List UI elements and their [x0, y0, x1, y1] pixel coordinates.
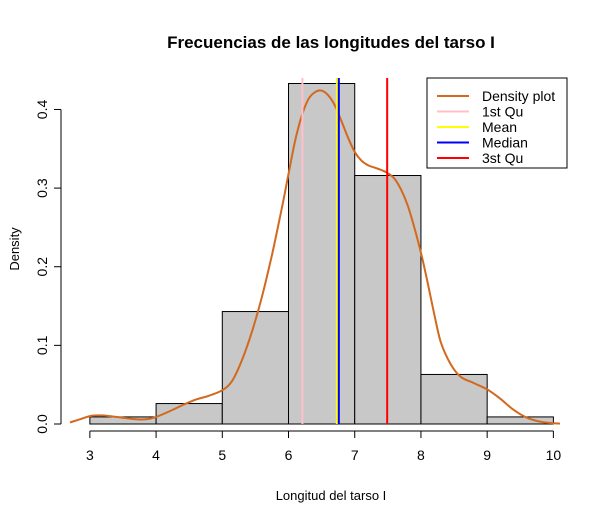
x-tick-label: 6: [285, 447, 293, 463]
legend-label: 3st Qu: [482, 150, 523, 166]
histogram-bar: [486, 416, 554, 425]
x-tick-label: 4: [152, 447, 160, 463]
x-tick-label: 7: [351, 447, 359, 463]
density-curve: [69, 89, 561, 425]
x-tick-label: 5: [218, 447, 226, 463]
legend-label: Density plot: [482, 88, 555, 104]
y-tick-label: 0.0: [34, 414, 50, 434]
histogram-bars: [89, 83, 554, 425]
density-curve-group: [69, 89, 561, 425]
y-tick-label: 0.4: [34, 100, 50, 120]
x-axis-label: Longitud del tarso I: [276, 488, 387, 503]
y-tick-label: 0.1: [34, 335, 50, 355]
y-axis-label: Density: [7, 227, 22, 271]
histogram-bar: [420, 373, 488, 425]
statistic-lines: [301, 78, 389, 424]
legend-label: 1st Qu: [482, 104, 523, 120]
histogram-bar: [221, 311, 290, 425]
x-tick-label: 9: [483, 447, 491, 463]
x-tick-label: 8: [417, 447, 425, 463]
x-tick-label: 10: [546, 447, 562, 463]
axes: 3 4 5 6 7 8 9 10 0.0 0.1 0.2 0.3 0.4: [34, 100, 561, 463]
chart-title: Frecuencias de las longitudes del tarso …: [167, 33, 495, 52]
histogram-bar: [288, 83, 356, 425]
y-tick-label: 0.2: [34, 257, 50, 277]
legend-box: [426, 77, 568, 169]
legend-label: Median: [482, 135, 528, 151]
x-tick-label: 3: [86, 447, 94, 463]
y-tick-label: 0.3: [34, 178, 50, 198]
legend-label: Mean: [482, 119, 517, 135]
